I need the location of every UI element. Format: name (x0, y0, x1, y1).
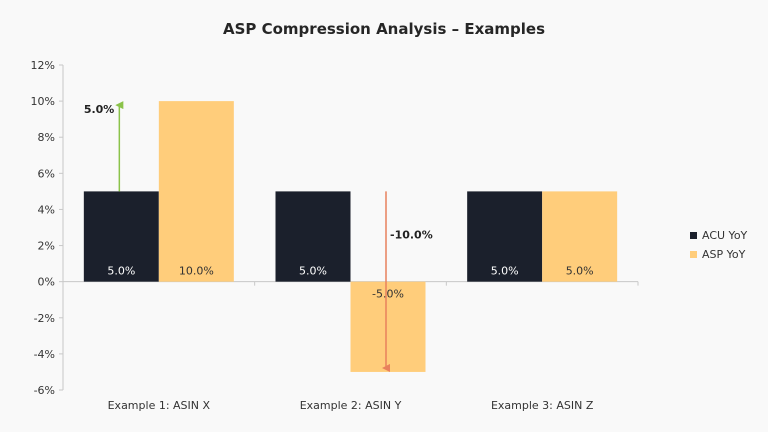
y-tick-label: 8% (38, 131, 55, 144)
bar-acu (275, 191, 351, 282)
x-category-label: Example 2: ASIN Y (300, 399, 402, 412)
annotation-label: 5.0% (84, 103, 115, 116)
y-tick-label: 4% (38, 203, 55, 216)
y-tick-label: 10% (31, 95, 55, 108)
legend-label-acu: ACU YoY (702, 229, 748, 242)
data-label: 5.0% (299, 265, 327, 278)
data-label: 5.0% (566, 265, 594, 278)
x-category-label: Example 3: ASIN Z (491, 399, 594, 412)
data-label: 5.0% (491, 265, 519, 278)
y-tick-label: -2% (34, 312, 55, 325)
data-label: -5.0% (372, 288, 404, 301)
data-label: 5.0% (107, 265, 135, 278)
legend-label-asp: ASP YoY (702, 248, 746, 261)
data-label: 10.0% (179, 265, 214, 278)
legend-item-acu: ACU YoY (690, 226, 747, 245)
bar-asp (542, 191, 618, 282)
y-tick-label: -4% (34, 348, 55, 361)
chart-title: ASP Compression Analysis – Examples (222, 20, 545, 38)
legend-item-asp: ASP YoY (690, 245, 747, 264)
annotation-label: -10.0% (390, 228, 433, 241)
y-tick-label: 12% (31, 59, 55, 72)
legend: ACU YoY ASP YoY (690, 226, 747, 264)
y-tick-label: -6% (34, 384, 55, 397)
x-category-label: Example 1: ASIN X (108, 399, 211, 412)
y-tick-label: 0% (38, 276, 55, 289)
y-tick-label: 2% (38, 240, 55, 253)
bar-acu (467, 191, 543, 282)
legend-swatch-asp (690, 251, 697, 258)
y-tick-label: 6% (38, 167, 55, 180)
bar-asp (158, 101, 234, 282)
legend-swatch-acu (690, 232, 697, 239)
bar-asp (350, 281, 426, 372)
bar-acu (83, 191, 159, 282)
